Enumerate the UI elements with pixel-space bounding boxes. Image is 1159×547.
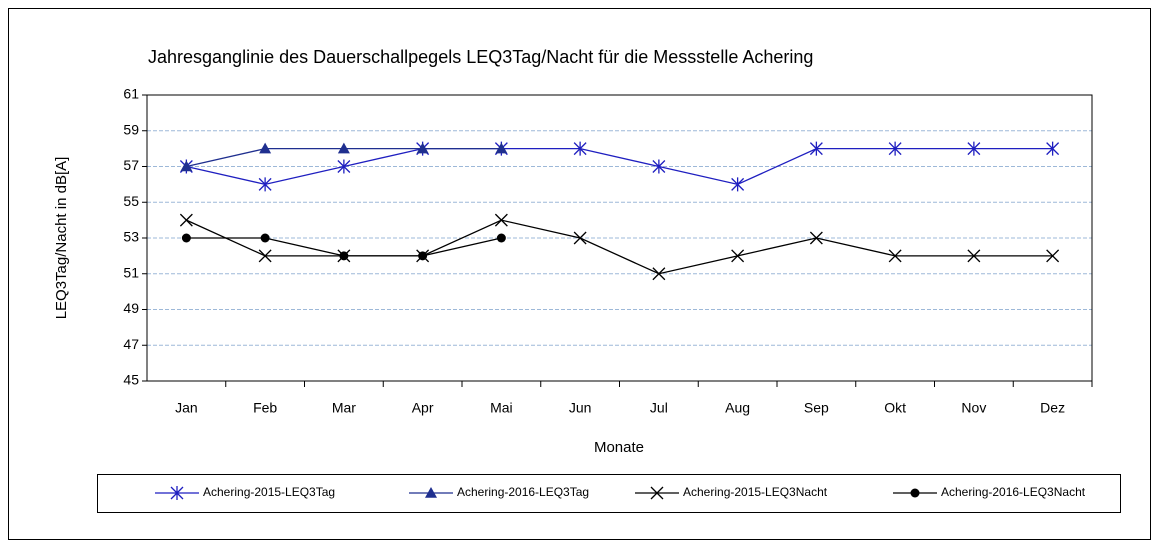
marker	[888, 249, 902, 263]
x-tick-label: Jan	[175, 400, 198, 416]
y-tick-label: 45	[123, 372, 139, 388]
x-tick-label: Mai	[490, 400, 513, 416]
y-tick-label: 59	[123, 121, 139, 137]
y-tick-label: 49	[123, 300, 139, 316]
marker	[258, 249, 272, 263]
x-tick-label: Jun	[569, 400, 592, 416]
legend-marker	[170, 486, 184, 500]
marker	[494, 213, 508, 227]
marker	[731, 177, 745, 192]
marker	[337, 159, 351, 174]
y-axis-label: LEQ3Tag/Nacht in dB[A]	[53, 157, 70, 320]
y-tick-label: 47	[123, 336, 139, 352]
x-axis-label: Monate	[594, 439, 644, 456]
legend-label: Achering-2015-LEQ3Nacht	[683, 485, 828, 499]
marker	[339, 251, 349, 261]
legend-box	[97, 474, 1121, 513]
marker	[809, 231, 823, 245]
marker	[495, 142, 508, 154]
marker	[731, 249, 745, 263]
series-line	[186, 147, 1053, 186]
y-tick-label: 51	[123, 264, 139, 280]
marker	[573, 231, 587, 245]
marker	[888, 141, 902, 156]
marker	[418, 251, 428, 261]
marker	[259, 142, 272, 154]
legend-marker	[425, 487, 437, 498]
marker	[179, 213, 193, 227]
legend-marker	[650, 486, 664, 500]
x-tick-label: Jul	[650, 400, 668, 416]
y-tick-label: 61	[123, 86, 139, 102]
x-tick-label: Dez	[1040, 400, 1065, 416]
marker	[967, 249, 981, 263]
x-tick-label: Apr	[412, 400, 434, 416]
marker	[967, 141, 981, 156]
legend-label: Achering-2015-LEQ3Tag	[203, 485, 335, 499]
marker	[260, 233, 270, 243]
legend-label: Achering-2016-LEQ3Nacht	[941, 485, 1086, 499]
y-tick-label: 53	[123, 229, 139, 245]
marker	[337, 142, 350, 154]
marker	[180, 160, 193, 172]
marker	[496, 233, 506, 243]
x-tick-label: Nov	[961, 400, 986, 416]
marker	[652, 159, 666, 174]
marker	[573, 141, 587, 156]
x-tick-label: Okt	[884, 400, 906, 416]
marker	[181, 233, 191, 243]
chart-title: Jahresganglinie des Dauerschallpegels LE…	[148, 47, 813, 67]
marker	[1046, 249, 1060, 263]
marker	[416, 142, 429, 154]
legend-marker	[910, 488, 920, 498]
series-line	[186, 219, 1053, 275]
x-tick-label: Aug	[725, 400, 750, 416]
legend-label: Achering-2016-LEQ3Tag	[457, 485, 589, 499]
marker	[652, 267, 666, 281]
x-tick-label: Sep	[804, 400, 829, 416]
x-tick-label: Mar	[332, 400, 356, 416]
marker	[809, 141, 823, 156]
y-tick-label: 57	[123, 157, 139, 173]
marker	[1046, 141, 1060, 156]
y-tick-label: 55	[123, 193, 139, 209]
marker	[258, 177, 272, 192]
x-tick-label: Feb	[253, 400, 277, 416]
